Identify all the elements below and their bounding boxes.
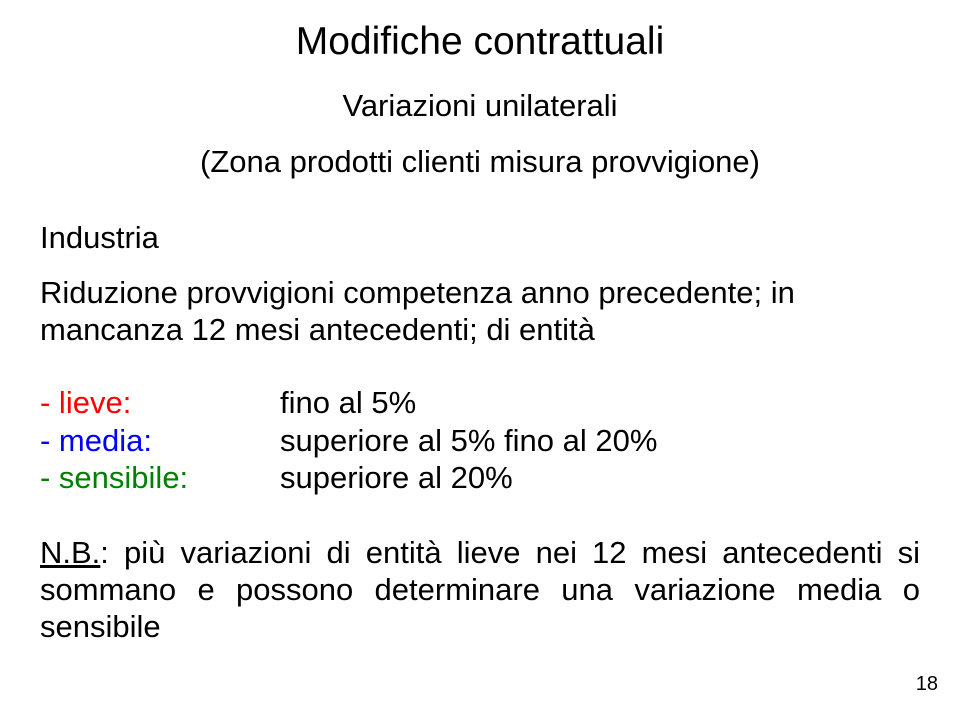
note-block: N.B.: più variazioni di entità lieve nei…	[40, 534, 920, 646]
heading-industria: Industria	[40, 220, 920, 256]
level-label: - media:	[40, 422, 280, 459]
level-label: - sensibile:	[40, 459, 280, 496]
level-value: fino al 5%	[280, 384, 416, 421]
level-row-lieve: - lieve: fino al 5%	[40, 384, 920, 421]
level-row-sensibile: - sensibile: superiore al 20%	[40, 459, 920, 496]
slide: Modifiche contrattuali Variazioni unilat…	[0, 0, 960, 708]
page-number: 18	[916, 673, 938, 696]
level-row-media: - media: superiore al 5% fino al 20%	[40, 422, 920, 459]
note-prefix: N.B.	[40, 535, 100, 570]
level-label: - lieve:	[40, 384, 280, 421]
slide-title: Modifiche contrattuali	[40, 20, 920, 64]
slide-subtitle: Variazioni unilaterali	[40, 88, 920, 124]
note-rest: : più variazioni di entità lieve nei 12 …	[40, 535, 920, 644]
body-riduzione: Riduzione provvigioni competenza anno pr…	[40, 274, 920, 348]
level-value: superiore al 5% fino al 20%	[280, 422, 657, 459]
paren-line: (Zona prodotti clienti misura provvigion…	[40, 144, 920, 180]
level-value: superiore al 20%	[280, 459, 513, 496]
levels-list: - lieve: fino al 5% - media: superiore a…	[40, 384, 920, 496]
